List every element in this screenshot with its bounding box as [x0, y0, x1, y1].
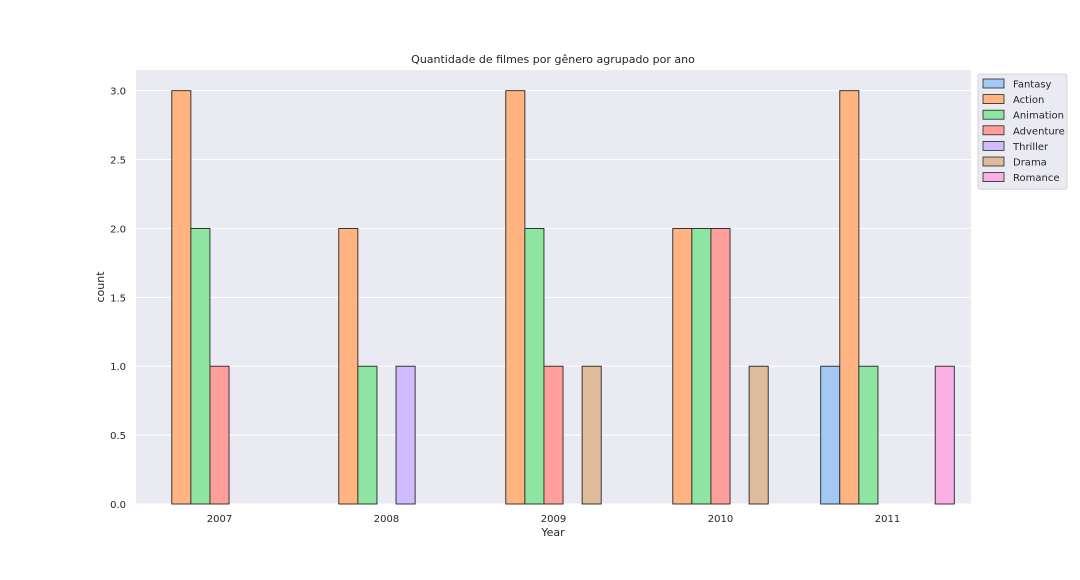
bar-animation-2009: [524, 227, 545, 505]
x-tick-label: 2011: [875, 514, 900, 525]
bar-romance-2011: [934, 365, 955, 505]
bar-adventure-2009: [543, 365, 564, 505]
x-tick-label: 2008: [374, 514, 399, 525]
y-tick-label: 0.0: [110, 500, 126, 511]
bar-adventure-2010: [710, 227, 731, 505]
x-axis-label: Year: [540, 526, 565, 539]
y-tick-label: 0.5: [110, 431, 126, 442]
legend-swatch-animation: [982, 109, 1005, 120]
bar-adventure-2007: [209, 365, 230, 505]
legend-swatch-adventure: [982, 125, 1005, 136]
bar-drama-2009: [581, 365, 602, 505]
legend-label-romance: Romance: [1013, 173, 1059, 184]
legend: Fantasy Action Animation Adventure Thriller D…: [977, 73, 1068, 190]
legend-label-fantasy: Fantasy: [1013, 80, 1052, 91]
legend-swatch-thriller: [982, 140, 1005, 151]
bar-action-2007: [171, 90, 192, 505]
bar-animation-2010: [691, 227, 712, 505]
y-axis-label: count: [94, 271, 107, 303]
bars-group: [171, 90, 955, 505]
x-tick-labels: 2007 2008 2009 2010 2011: [207, 514, 900, 525]
legend-swatch-drama: [982, 156, 1005, 167]
bar-animation-2007: [190, 227, 211, 505]
y-tick-label: 1.0: [110, 362, 126, 373]
legend-swatch-romance: [982, 172, 1005, 183]
x-tick-label: 2009: [541, 514, 566, 525]
y-tick-label: 2.5: [110, 156, 126, 167]
bar-action-2009: [505, 90, 526, 505]
bar-animation-2011: [858, 365, 879, 505]
bar-fantasy-2011: [820, 365, 841, 505]
x-tick-label: 2010: [708, 514, 733, 525]
legend-label-drama: Drama: [1013, 158, 1047, 169]
legend-label-animation: Animation: [1013, 111, 1064, 122]
y-tick-label: 1.5: [110, 293, 126, 304]
legend-label-adventure: Adventure: [1013, 126, 1065, 137]
bar-action-2010: [672, 227, 693, 505]
y-tick-label: 2.0: [110, 224, 126, 235]
legend-swatch-action: [982, 94, 1005, 104]
chart-title: Quantidade de filmes por gênero agrupado…: [411, 53, 695, 66]
legend-label-action: Action: [1013, 95, 1044, 106]
bar-action-2008: [338, 227, 359, 505]
y-tick-labels: 0.0 0.5 1.0 1.5 2.0 2.5 3.0: [110, 87, 126, 511]
bar-thriller-2008: [395, 365, 416, 505]
y-tick-label: 3.0: [110, 87, 126, 98]
legend-label-thriller: Thriller: [1012, 142, 1049, 153]
bar-drama-2010: [748, 365, 769, 505]
x-tick-label: 2007: [207, 514, 232, 525]
bar-animation-2008: [357, 365, 378, 505]
bar-action-2011: [839, 90, 860, 505]
legend-swatch-fantasy: [982, 78, 1005, 89]
